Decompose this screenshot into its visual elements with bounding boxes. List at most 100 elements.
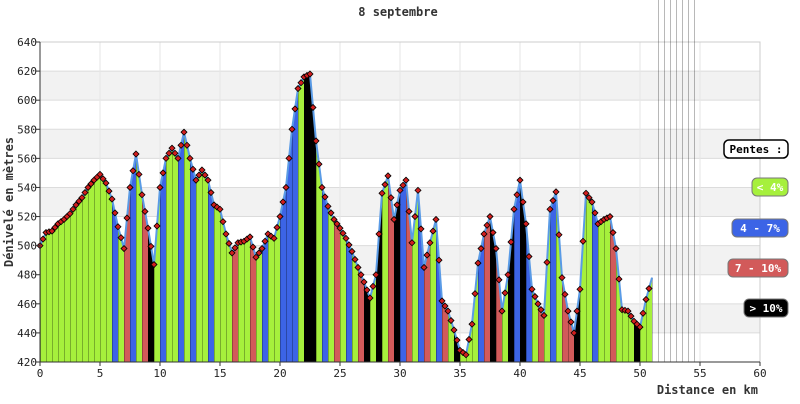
profile-marker — [537, 306, 545, 314]
profile-marker — [297, 79, 305, 87]
profile-marker — [51, 223, 59, 232]
profile-marker — [246, 233, 254, 241]
profile-marker — [87, 180, 95, 188]
profile-marker — [252, 253, 260, 261]
profile-marker — [81, 188, 89, 197]
slope-segment — [214, 204, 220, 362]
legend-swatch — [751, 177, 789, 197]
slope-segment — [604, 216, 610, 362]
profile-marker — [546, 205, 554, 213]
profile-marker — [567, 318, 575, 326]
profile-marker — [138, 191, 146, 199]
chart-title: 8 septembre — [358, 5, 437, 19]
profile-marker — [420, 263, 428, 272]
legend-title: Pentes : — [730, 143, 783, 156]
profile-marker — [495, 276, 503, 284]
slope-segment — [76, 197, 82, 362]
slope-segment — [400, 180, 406, 362]
profile-marker — [132, 150, 140, 158]
profile-marker — [540, 311, 548, 320]
slope-segment — [88, 180, 94, 362]
profile-marker — [312, 137, 320, 145]
slope-segment — [340, 228, 346, 362]
profile-marker — [192, 176, 200, 184]
profile-marker — [222, 230, 230, 238]
profile-marker — [573, 307, 581, 315]
y-tick-label: 460 — [17, 298, 37, 311]
slope-segment — [130, 154, 136, 362]
profile-marker — [84, 183, 92, 192]
profile-marker — [438, 297, 446, 305]
slope-segment — [190, 158, 196, 362]
profile-marker — [585, 194, 593, 202]
legend-label: 4 - 7% — [740, 222, 780, 235]
profile-marker — [339, 229, 347, 237]
legend-swatch — [743, 298, 789, 318]
profile-marker — [261, 237, 269, 245]
profile-marker — [48, 227, 56, 235]
slope-segment — [616, 248, 622, 362]
profile-marker — [162, 154, 170, 162]
profile-marker — [216, 205, 224, 213]
slope-segment — [172, 148, 178, 362]
profile-marker — [201, 171, 209, 179]
slope-segment — [196, 170, 202, 362]
slope-segment — [160, 158, 166, 362]
slope-segment — [292, 88, 298, 362]
slope-segment — [394, 190, 400, 362]
profile-marker — [405, 207, 413, 216]
slope-segment — [268, 234, 274, 362]
slope-segment — [358, 267, 364, 362]
slope-segment — [496, 248, 502, 362]
profile-marker — [432, 215, 440, 224]
slope-segment — [232, 242, 238, 362]
x-tick-label: 25 — [333, 367, 346, 380]
slope-segment — [586, 193, 592, 362]
profile-marker — [645, 284, 653, 293]
profile-marker — [444, 307, 452, 315]
profile-marker — [174, 154, 182, 162]
slope-segment — [364, 282, 370, 362]
slope-colored-area — [39, 0, 695, 362]
profile-marker — [576, 285, 584, 293]
profile-marker — [606, 212, 614, 221]
profile-marker — [579, 237, 587, 245]
profile-marker — [624, 307, 632, 315]
profile-marker — [165, 149, 173, 157]
profile-marker — [186, 154, 194, 162]
profile-marker — [582, 189, 590, 197]
profile-marker — [114, 223, 122, 231]
profile-marker — [129, 167, 137, 175]
y-tick-label: 560 — [17, 152, 37, 165]
profile-marker — [480, 230, 488, 238]
profile-marker — [279, 198, 287, 206]
slope-segment — [532, 289, 538, 362]
profile-marker — [528, 285, 536, 293]
profile-marker — [270, 234, 278, 242]
y-axis-label: Dénivelé en mètres — [2, 137, 16, 267]
slope-segment — [448, 311, 454, 362]
slope-segment — [280, 187, 286, 362]
profile-marker — [156, 183, 164, 192]
profile-marker — [180, 128, 188, 136]
y-tick-label: 420 — [17, 356, 37, 369]
profile-marker — [189, 165, 197, 173]
profile-marker — [525, 252, 533, 261]
profile-marker — [198, 166, 206, 174]
slope-segment — [562, 277, 568, 362]
slope-segment — [538, 303, 544, 362]
profile-marker — [285, 154, 293, 162]
profile-marker — [375, 230, 383, 238]
profile-marker — [555, 231, 563, 239]
legend-swatch — [727, 258, 789, 278]
slope-segment — [508, 209, 514, 362]
profile-marker — [342, 234, 350, 242]
profile-marker — [294, 84, 302, 93]
slope-segment — [580, 193, 586, 362]
slope-segment — [436, 219, 442, 362]
profile-marker — [231, 244, 239, 252]
x-tick-label: 0 — [37, 367, 44, 380]
x-tick-label: 10 — [153, 367, 166, 380]
slope-segment — [514, 180, 520, 362]
profile-marker — [123, 214, 131, 222]
